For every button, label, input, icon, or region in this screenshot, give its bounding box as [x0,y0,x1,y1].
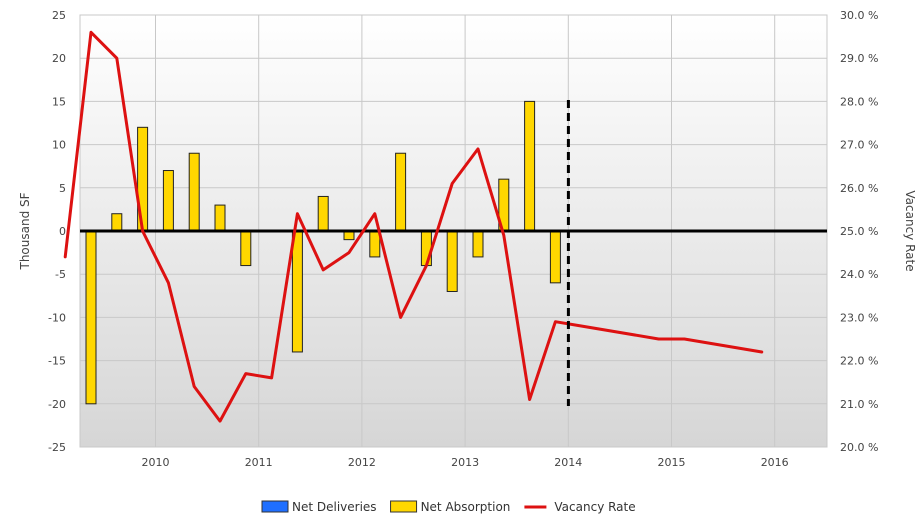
vacancy-rate-line [63,30,764,423]
legend-label: Net Deliveries [292,500,377,514]
left-tick-label: 0 [59,225,66,238]
net-absorption-bar [446,230,458,292]
net-absorption-bar [162,170,174,232]
right-tick-label: 22.0 % [840,355,878,368]
legend-swatch [390,500,418,513]
net-absorption-bar [111,213,123,232]
right-axis-label: Vacancy Rate [903,190,916,271]
left-tick-label: -20 [48,398,66,411]
left-tick-label: -15 [48,355,66,368]
left-tick-label: 25 [52,9,66,22]
left-tick-label: 15 [52,95,66,108]
right-tick-label: 28.0 % [840,95,878,108]
legend-label: Net Absorption [421,500,511,514]
x-tick-label: 2013 [451,456,479,469]
left-tick-label: -10 [48,311,66,324]
legend-swatch [261,500,289,513]
left-tick-label: 5 [59,182,66,195]
right-tick-label: 29.0 % [840,52,878,65]
net-absorption-bar [369,230,381,258]
right-tick-label: 21.0 % [840,398,878,411]
left-tick-label: -5 [55,268,66,281]
right-tick-label: 30.0 % [840,9,878,22]
net-absorption-bar [85,230,97,405]
net-absorption-bar [214,204,226,232]
right-axis-ticks: 30.0 % 29.0 % 28.0 % 27.0 % 26.0 % 25.0 % 24.0… [840,9,878,454]
right-tick-label: 26.0 % [840,182,878,195]
net-absorption-bar [472,230,484,258]
legend-label: Vacancy Rate [554,500,635,514]
left-axis-label: Thousand SF [18,192,32,270]
net-absorption-bar [240,230,252,267]
right-tick-label: 24.0 % [840,268,878,281]
x-axis-ticks: 2010 2011 2012 2013 2014 2015 2016 [142,456,789,469]
left-tick-label: 10 [52,139,66,152]
net-absorption-bar [395,152,407,232]
x-tick-label: 2016 [761,456,789,469]
x-tick-label: 2011 [245,456,273,469]
net-absorption-bar [291,230,303,353]
right-tick-label: 25.0 % [840,225,878,238]
x-tick-label: 2010 [142,456,170,469]
x-tick-label: 2015 [658,456,686,469]
x-tick-label: 2014 [554,456,582,469]
right-tick-label: 20.0 % [840,441,878,454]
net-absorption-bar [317,195,329,232]
net-absorption-bar [549,230,561,284]
right-tick-label: 27.0 % [840,139,878,152]
left-axis-ticks: 25 20 15 10 5 0 -5 -10 -15 -20 -25 [48,9,66,454]
net-absorption-bar [524,100,536,232]
left-tick-label: -25 [48,441,66,454]
net-absorption-bar [420,230,432,267]
right-tick-label: 23.0 % [840,311,878,324]
left-tick-label: 20 [52,52,66,65]
net-absorption-bar [188,152,200,232]
legend: Net Deliveries Net Absorption Vacancy Rate [261,500,636,514]
vacancy-rate-polyline [63,30,764,423]
x-tick-label: 2012 [348,456,376,469]
